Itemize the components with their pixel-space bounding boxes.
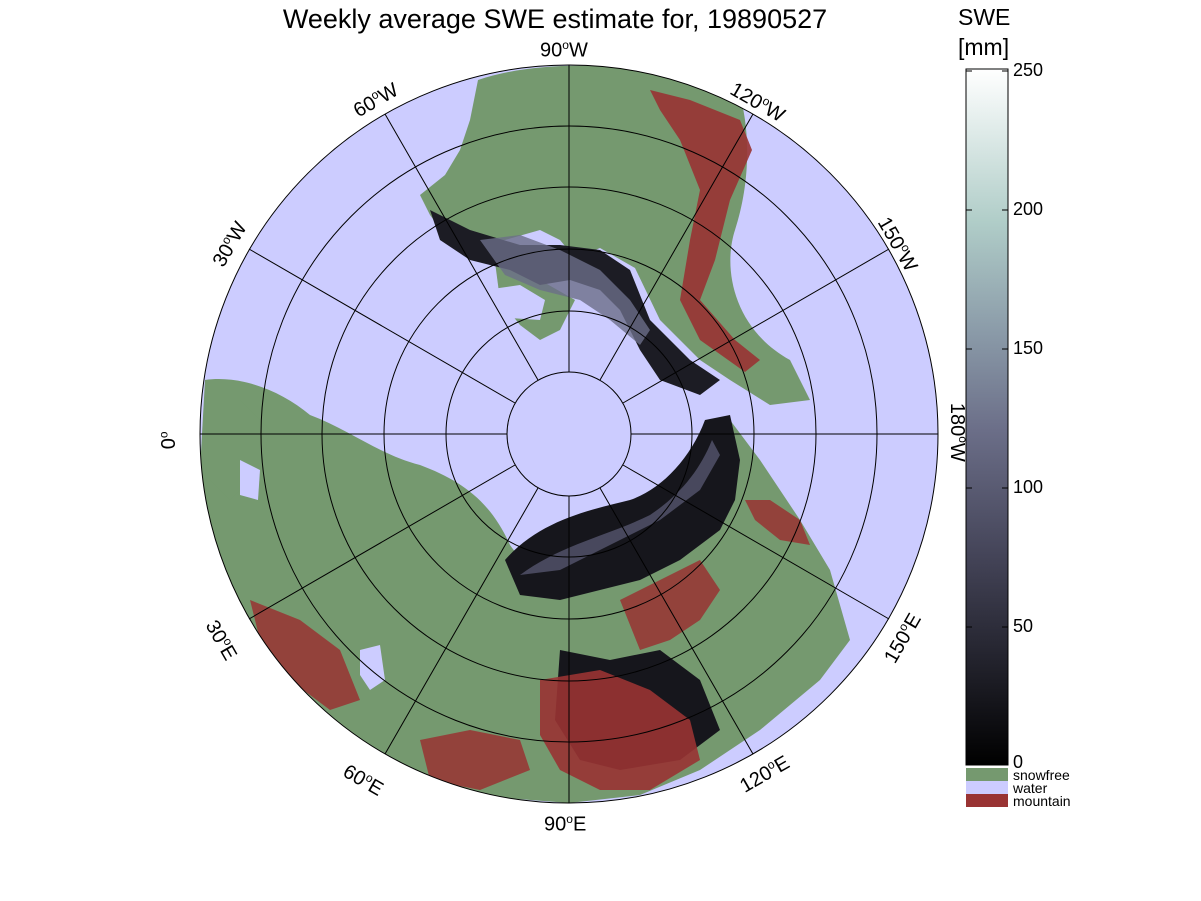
legend-swatch-mountain — [966, 794, 1008, 807]
land-layer — [200, 65, 850, 803]
colorbar-tick-label: 0 — [1013, 752, 1024, 772]
colorbar-title: SWE — [958, 4, 1011, 30]
label-180w: 180oW — [946, 402, 970, 462]
mountain-rockies — [650, 90, 760, 372]
mountain-asia — [540, 670, 700, 790]
water-caspian — [360, 645, 385, 690]
mountain-europe-south — [420, 730, 530, 790]
colorbar-tick-label: 100 — [1013, 477, 1044, 497]
legend-label-mountain: mountain — [1013, 793, 1071, 809]
meridian-lines — [200, 65, 938, 803]
colorbar — [965, 68, 1009, 766]
label-90w: 90oW — [540, 38, 588, 62]
mountain-asia-east — [620, 560, 720, 650]
water-baltic — [240, 460, 260, 500]
legend-label-water: water — [1013, 780, 1048, 796]
label-90e: 90oE — [544, 812, 587, 836]
legend-swatch-water — [966, 781, 1008, 794]
mountain-east-siberia — [745, 500, 810, 545]
label-0: 0o — [156, 431, 181, 450]
map-title: Weekly average SWE estimate for, 1989052… — [282, 4, 828, 34]
mountain-europe — [250, 600, 360, 710]
legend-label-snowfree: snowfree — [1013, 767, 1070, 783]
map-boundary — [199, 64, 939, 804]
colorbar-tick-marks — [966, 70, 1008, 628]
colorbar-tick-label: 50 — [1013, 616, 1034, 636]
colorbar-unit: [mm] — [958, 34, 1010, 60]
colorbar-tick-label: 250 — [1013, 60, 1044, 80]
water-hudson-bay — [485, 285, 545, 320]
colorbar-tick-label: 150 — [1013, 338, 1044, 358]
colorbar-tick-label: 200 — [1013, 199, 1044, 219]
legend-swatch-snowfree — [966, 768, 1008, 781]
